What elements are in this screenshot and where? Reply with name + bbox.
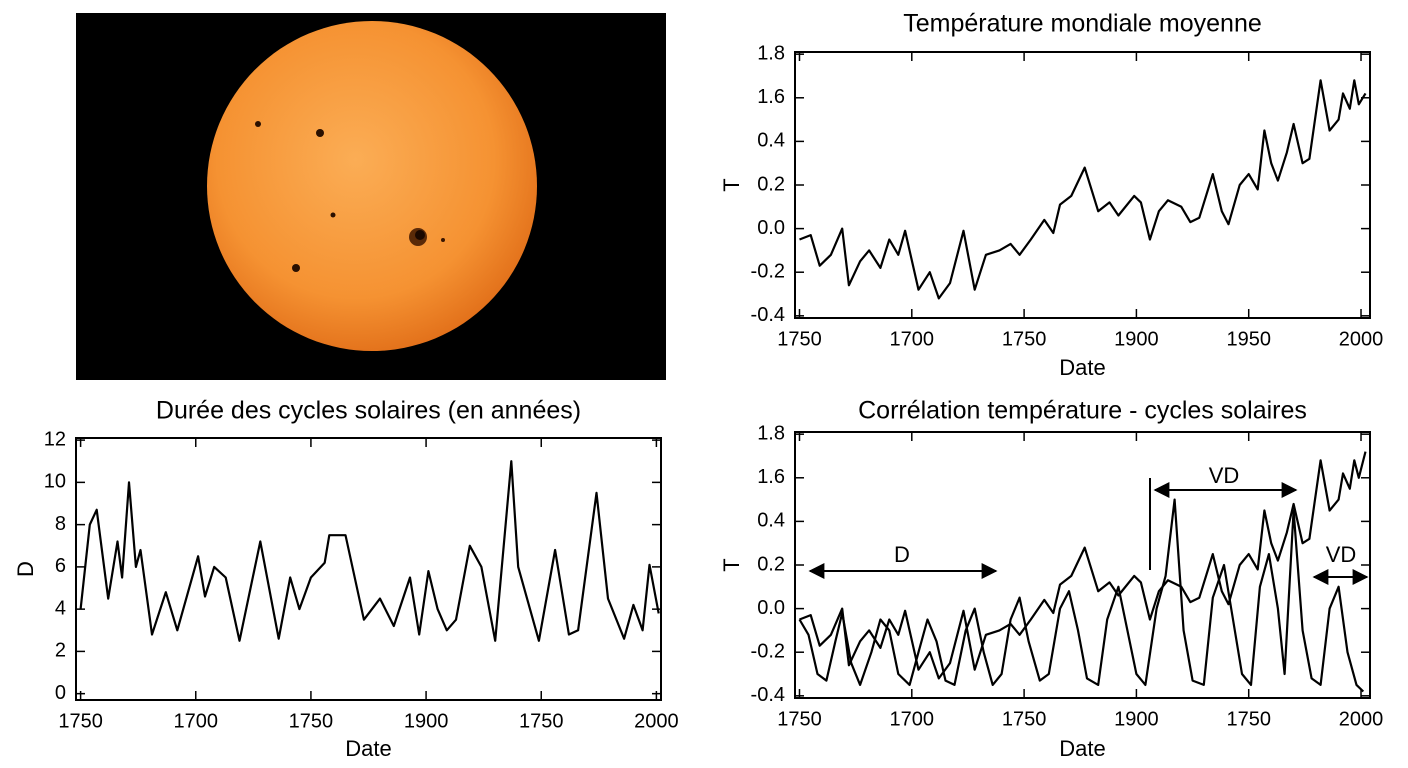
y-tick-label: 0.0 <box>757 597 785 619</box>
x-tick-label: 1750 <box>58 710 103 732</box>
x-tick-label: 1700 <box>890 328 935 350</box>
y-tick-label: 4 <box>55 597 66 619</box>
annotation-label: VD <box>1326 542 1357 567</box>
x-tick-label: 1950 <box>1226 328 1271 350</box>
data-line <box>798 498 1365 693</box>
annotation-label: VD <box>1209 463 1240 488</box>
y-tick-label: -0.4 <box>751 304 785 326</box>
data-line <box>79 460 660 642</box>
x-tick-label: 1750 <box>777 708 822 730</box>
data-line <box>799 79 1367 300</box>
sun-photo <box>76 13 666 380</box>
x-tick-label: 1900 <box>404 710 449 732</box>
y-axis-label: T <box>719 178 744 191</box>
plot-frame <box>794 51 1371 319</box>
y-tick-label: 8 <box>55 513 66 535</box>
x-tick-label: 1750 <box>1002 328 1047 350</box>
y-tick-label: 12 <box>44 428 66 450</box>
chart-title: Corrélation température - cycles solaire… <box>858 397 1307 425</box>
y-tick-label: -0.2 <box>751 640 785 662</box>
y-tick-label: 1.6 <box>757 86 785 108</box>
x-tick-label: 1750 <box>1002 708 1047 730</box>
sunspot <box>316 129 324 137</box>
plot-frame <box>794 431 1371 699</box>
y-axis-label: T <box>719 558 744 571</box>
x-tick-label: 1750 <box>289 710 334 732</box>
x-tick-label: 1700 <box>174 710 219 732</box>
x-tick-label: 1750 <box>777 328 822 350</box>
x-tick-label: 1900 <box>1114 708 1159 730</box>
chart-title: Température mondiale moyenne <box>903 10 1262 38</box>
y-tick-label: 0.2 <box>757 173 785 195</box>
sunspot <box>415 230 425 240</box>
y-tick-label: 1.8 <box>757 422 785 444</box>
y-tick-label: 0.0 <box>757 217 785 239</box>
y-tick-label: 2 <box>55 640 66 662</box>
x-tick-label: 1750 <box>1226 708 1271 730</box>
sun-disk <box>207 21 537 351</box>
chart: Durée des cycles solaires (en années) Dat… <box>13 397 679 761</box>
y-tick-label: 0.4 <box>757 130 785 152</box>
x-tick-label: 2000 <box>1339 328 1384 350</box>
annotation-label: D <box>894 542 910 567</box>
plot-frame <box>75 437 662 701</box>
y-axis-label: D <box>13 561 38 577</box>
y-tick-label: 0 <box>55 682 66 704</box>
x-tick-label: 1700 <box>890 708 935 730</box>
sunspot <box>441 238 445 242</box>
data-line <box>799 451 1367 680</box>
sunspot <box>292 264 300 272</box>
x-axis-label: Date <box>1059 355 1105 380</box>
chart: Température mondiale moyenne Date T -0.4 -0.… <box>719 10 1383 380</box>
x-axis-label: Date <box>1059 736 1105 761</box>
sunspot <box>255 121 261 127</box>
x-tick-label: 2000 <box>1339 708 1384 730</box>
y-tick-label: 0.4 <box>757 510 785 532</box>
y-tick-label: -0.4 <box>751 684 785 706</box>
y-tick-label: 1.8 <box>757 42 785 64</box>
sunspot <box>330 212 336 218</box>
x-tick-label: 1900 <box>1114 328 1159 350</box>
y-tick-label: 6 <box>55 555 66 577</box>
y-tick-label: 1.6 <box>757 466 785 488</box>
y-tick-label: -0.2 <box>751 260 785 282</box>
x-tick-label: 1750 <box>519 710 564 732</box>
chart-title: Durée des cycles solaires (en années) <box>156 397 581 425</box>
x-axis-label: Date <box>345 736 391 761</box>
chart: Corrélation température - cycles solaire… <box>719 397 1383 761</box>
y-tick-label: 0.2 <box>757 553 785 575</box>
y-tick-label: 10 <box>44 471 66 493</box>
x-tick-label: 2000 <box>634 710 679 732</box>
